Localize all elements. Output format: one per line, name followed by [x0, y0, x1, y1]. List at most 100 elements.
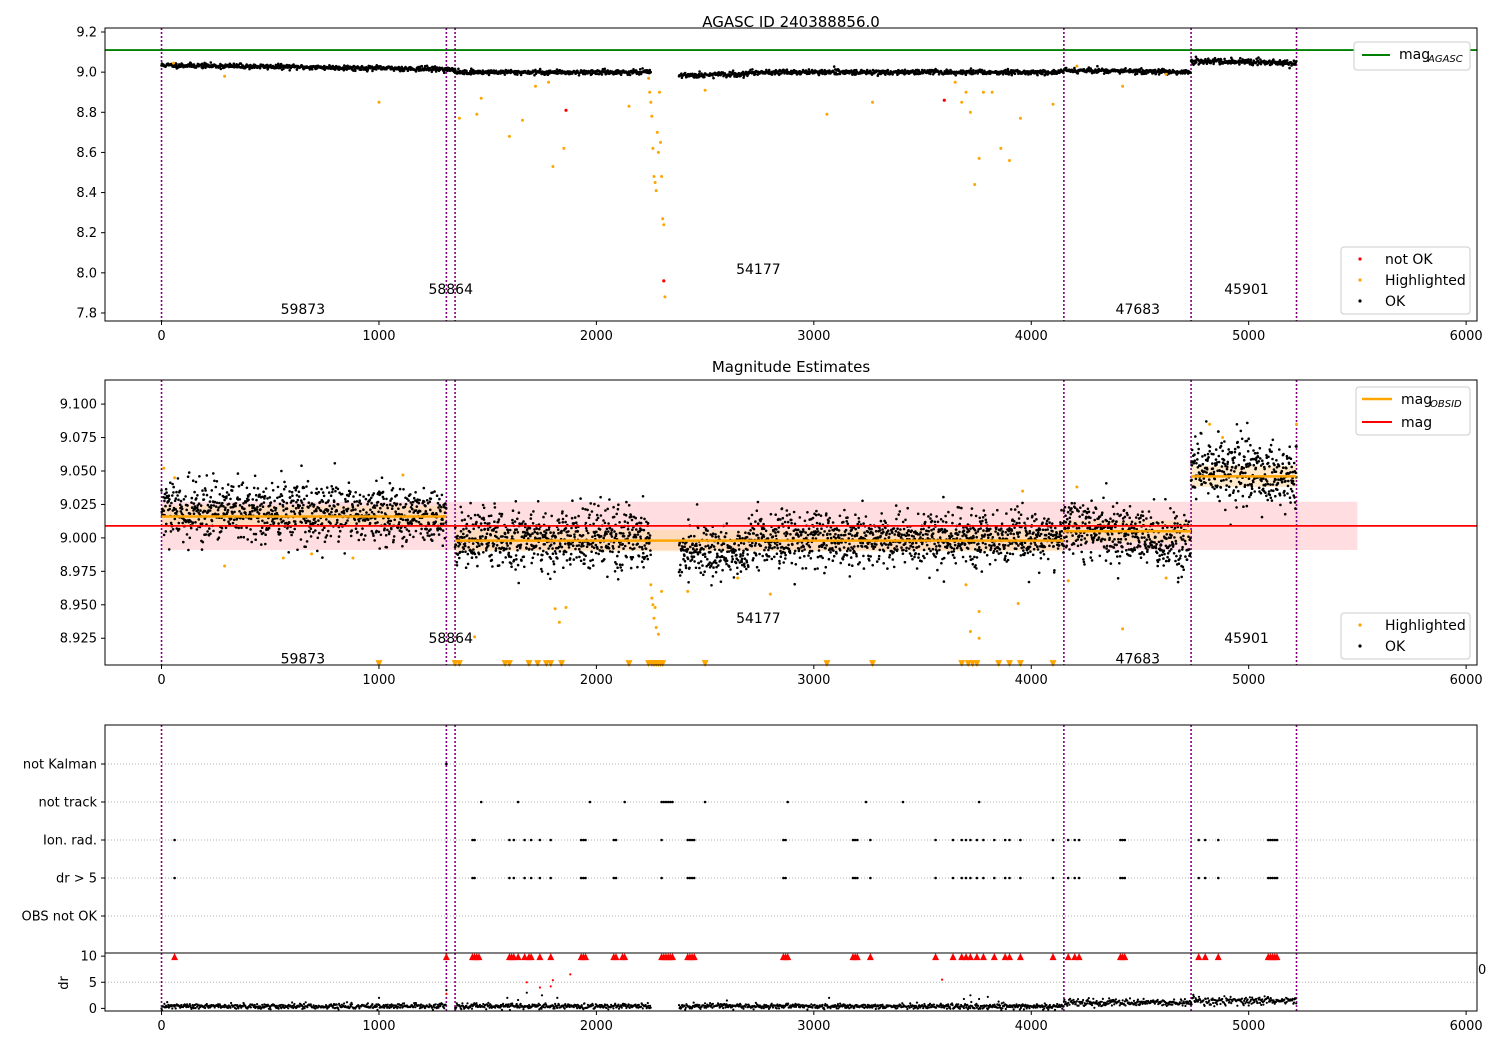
data-point	[571, 499, 574, 503]
data-point	[831, 521, 835, 524]
data-point	[547, 547, 550, 550]
data-point	[296, 548, 299, 552]
data-point	[310, 68, 314, 71]
data-point	[261, 519, 264, 523]
data-point	[418, 498, 421, 502]
data-point	[444, 521, 448, 524]
data-point	[236, 472, 240, 475]
highlighted-point	[1121, 84, 1125, 88]
highlighted-point	[662, 223, 666, 227]
data-point	[627, 504, 631, 507]
data-point	[769, 533, 772, 536]
data-point	[436, 501, 440, 505]
data-point	[641, 547, 644, 551]
data-point	[333, 505, 336, 508]
data-point	[164, 530, 168, 533]
data-point	[838, 536, 841, 540]
data-point	[290, 533, 293, 537]
data-point	[908, 552, 912, 555]
data-point	[605, 532, 608, 536]
data-point	[503, 532, 507, 535]
data-point	[462, 532, 465, 536]
data-point	[745, 567, 748, 571]
data-point	[199, 509, 202, 512]
data-point	[826, 536, 829, 540]
data-point	[226, 483, 230, 486]
data-point	[430, 533, 434, 536]
data-point	[586, 531, 590, 535]
data-point	[318, 531, 321, 535]
data-point	[497, 520, 500, 524]
data-point	[240, 526, 243, 530]
data-point	[299, 538, 303, 541]
data-point	[393, 518, 397, 522]
data-point	[600, 73, 604, 76]
data-point	[698, 566, 701, 570]
data-point	[887, 536, 891, 539]
data-point	[354, 527, 358, 530]
data-point	[751, 541, 754, 545]
data-point	[1062, 71, 1065, 75]
data-point	[284, 485, 287, 488]
data-point	[829, 551, 832, 554]
highlighted-point	[1051, 102, 1055, 106]
data-point	[279, 531, 282, 535]
data-point	[419, 532, 423, 535]
data-point	[164, 504, 167, 508]
data-point	[510, 565, 513, 568]
data-point	[881, 528, 884, 531]
data-point	[364, 497, 368, 501]
data-point	[712, 545, 716, 548]
not-ok-point	[942, 98, 946, 102]
data-point	[564, 520, 567, 524]
data-point	[169, 481, 172, 485]
data-point	[407, 499, 410, 502]
data-point	[355, 500, 359, 503]
data-point	[465, 534, 469, 537]
data-point	[1249, 58, 1253, 61]
data-point	[329, 534, 333, 538]
data-point	[579, 559, 583, 563]
data-point	[490, 558, 494, 562]
data-point	[172, 491, 175, 494]
data-point	[715, 561, 718, 565]
data-point	[702, 531, 706, 535]
data-point	[604, 509, 607, 512]
data-point	[303, 519, 307, 522]
highlighted-point	[953, 80, 957, 84]
data-point	[861, 541, 865, 545]
data-point	[433, 490, 436, 493]
data-point	[356, 530, 359, 534]
data-point	[392, 535, 396, 538]
data-point	[395, 493, 399, 497]
data-point	[281, 505, 285, 508]
data-point	[517, 511, 521, 514]
not-ok-point	[564, 108, 568, 112]
data-point	[754, 72, 757, 76]
data-point	[437, 533, 441, 536]
data-point	[271, 489, 275, 492]
data-point	[336, 487, 340, 491]
data-point	[619, 566, 622, 569]
data-point	[549, 543, 553, 547]
data-point	[469, 501, 472, 505]
data-point	[573, 516, 577, 519]
data-point	[607, 530, 610, 533]
data-point	[475, 545, 479, 548]
data-point	[695, 503, 699, 506]
data-point	[493, 506, 497, 509]
data-point	[371, 69, 374, 73]
data-point	[403, 505, 407, 509]
data-point	[277, 522, 280, 525]
data-point	[237, 484, 241, 488]
highlighted-point	[658, 90, 661, 94]
data-point	[288, 490, 291, 493]
data-point	[687, 518, 690, 521]
data-point	[463, 518, 467, 521]
data-point	[701, 564, 704, 567]
data-point	[793, 549, 797, 553]
data-point	[625, 500, 628, 504]
y-tick-label: 8.8	[76, 106, 97, 121]
data-point	[817, 73, 821, 77]
data-point	[746, 548, 749, 551]
